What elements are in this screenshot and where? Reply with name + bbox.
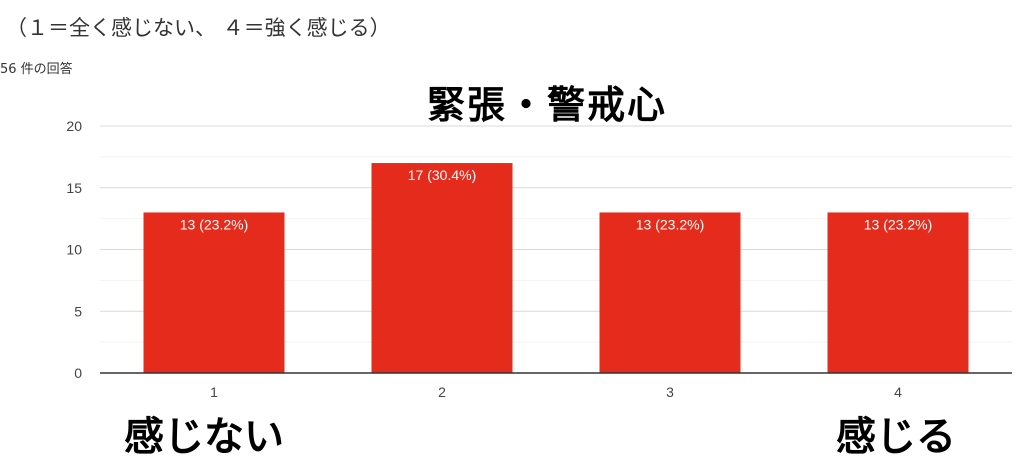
bar: [599, 212, 741, 373]
x-tick-label: 2: [438, 384, 446, 400]
data-label: 13 (23.2%): [180, 216, 248, 232]
bar: [371, 163, 513, 373]
y-tick-label: 15: [66, 180, 82, 196]
y-tick-label: 5: [74, 303, 82, 319]
low-scale-label: 感じない: [124, 414, 284, 460]
high-scale-label: 感じる: [836, 414, 956, 460]
y-tick-label: 10: [66, 242, 82, 258]
data-label: 17 (30.4%): [408, 167, 476, 183]
y-tick-label: 20: [66, 118, 82, 134]
x-tick-label: 3: [666, 384, 674, 400]
bar: [143, 212, 285, 373]
response-count: 56 件の回答: [0, 62, 73, 77]
y-tick-label: 0: [74, 365, 82, 381]
x-tick-label: 4: [894, 384, 902, 400]
data-label: 13 (23.2%): [864, 216, 932, 232]
data-label: 13 (23.2%): [636, 216, 704, 232]
chart-title: 緊張・警戒心: [426, 83, 667, 127]
x-tick-label: 1: [210, 384, 218, 400]
bar: [827, 212, 969, 373]
chart-subtitle: （１＝全く感じない、 ４＝強く感じる）: [6, 16, 391, 40]
